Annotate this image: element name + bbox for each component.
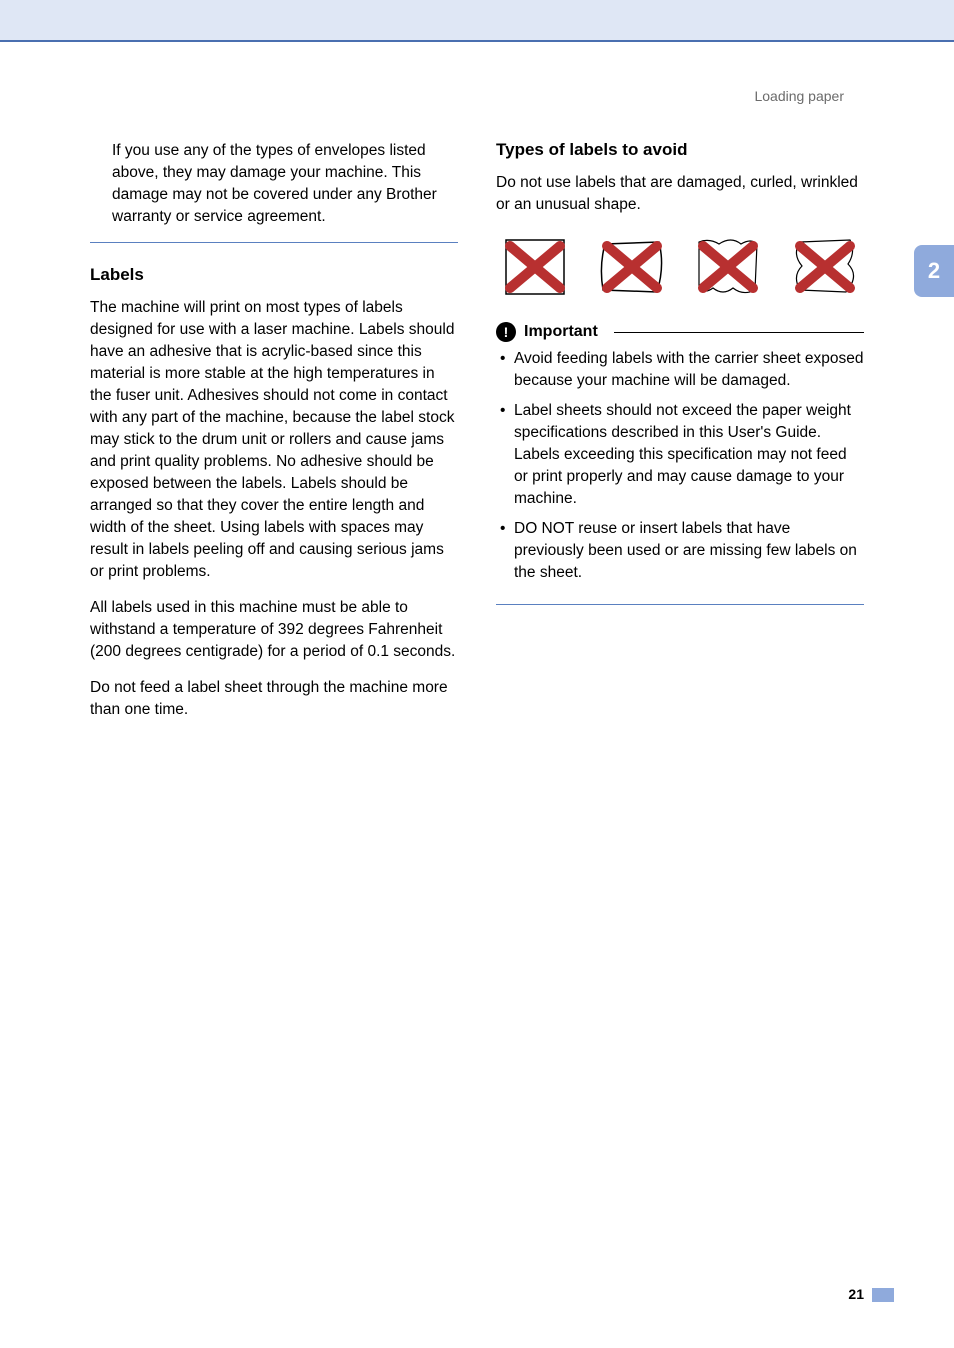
avoid-intro: Do not use labels that are damaged, curl… [496,172,864,216]
envelope-warning-box: If you use any of the types of envelopes… [90,140,458,243]
labels-heading: Labels [90,265,458,285]
important-title: Important [524,323,598,341]
bad-labels-row [496,232,864,302]
header-section-label: Loading paper [754,88,844,104]
list-item: Avoid feeding labels with the carrier sh… [496,348,864,392]
labels-paragraph-2: All labels used in this machine must be … [90,597,458,663]
important-header: ! Important [496,322,864,342]
chapter-tab: 2 [914,245,954,297]
bad-label-wrinkled-icon [689,232,767,302]
labels-paragraph-1: The machine will print on most types of … [90,297,458,583]
important-icon: ! [496,322,516,342]
header-band [0,0,954,42]
list-item: Label sheets should not exceed the paper… [496,400,864,510]
labels-paragraph-3: Do not feed a label sheet through the ma… [90,677,458,721]
bad-label-damaged-icon [496,232,574,302]
important-rule [614,332,864,333]
right-column: Types of labels to avoid Do not use labe… [496,140,864,735]
bad-label-curled-icon [593,232,671,302]
important-list: Avoid feeding labels with the carrier sh… [496,348,864,605]
bad-label-unusual-icon [786,232,864,302]
content-columns: If you use any of the types of envelopes… [90,140,864,735]
avoid-heading: Types of labels to avoid [496,140,864,160]
page-number: 21 [848,1286,864,1302]
envelope-warning-text: If you use any of the types of envelopes… [90,140,458,228]
list-item: DO NOT reuse or insert labels that have … [496,518,864,584]
page-number-bar [872,1288,894,1302]
left-column: If you use any of the types of envelopes… [90,140,458,735]
